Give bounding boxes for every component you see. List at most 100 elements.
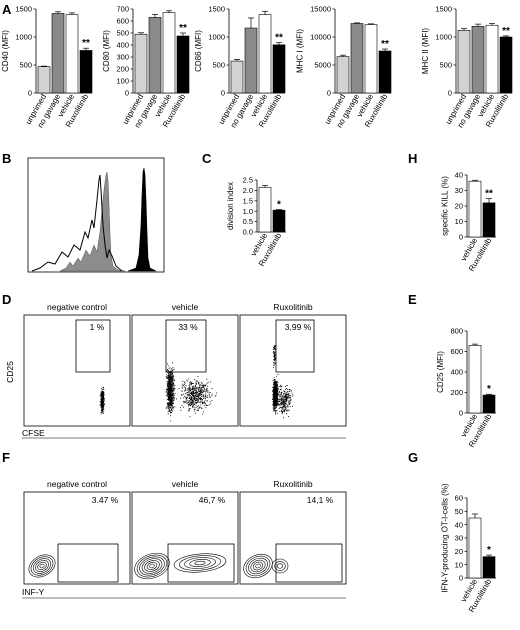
scatter-dot (208, 396, 210, 398)
bar-no-gavage (244, 27, 258, 94)
scatter-dot (186, 379, 188, 381)
scatter-dot (173, 387, 175, 389)
scatter-dot (280, 388, 282, 390)
scatter-dot (102, 387, 104, 389)
scatter-dot (287, 394, 289, 395)
scatter-dot (101, 401, 103, 403)
scatter-dot (280, 400, 282, 401)
scatter-dot (279, 404, 281, 405)
y-tick-label: 1000 (208, 33, 225, 42)
scatter-dot (190, 404, 191, 406)
scatter-dot (273, 367, 274, 369)
scatter-dot (169, 390, 171, 391)
scatter-dot (200, 401, 202, 403)
scatter-dot (189, 384, 191, 385)
scatter-dot (288, 396, 290, 398)
y-tick-label: 20 (455, 547, 463, 556)
scatter-dot (274, 400, 276, 402)
scatter-dot (285, 407, 287, 409)
scatter-dot (171, 383, 173, 384)
scatter-title-negative-control: negative control (47, 302, 107, 312)
scatter-dot (292, 405, 293, 407)
scatter-dot (276, 409, 278, 411)
scatter-dot (101, 388, 102, 389)
scatter-dot (170, 377, 171, 379)
scatter-dot (282, 403, 283, 405)
scatter-dot (204, 403, 206, 405)
scatter-dot (203, 386, 205, 388)
scatter-dot (169, 372, 171, 374)
scatter-dot (192, 389, 194, 391)
scatter-dot (171, 404, 173, 406)
scatter-dot (167, 393, 169, 395)
scatter-dot (204, 402, 206, 404)
scatter-dot (171, 368, 173, 370)
scatter-dot (275, 403, 277, 405)
scatter-dot (273, 364, 275, 366)
scatter-dot (202, 385, 204, 387)
scatter-dot (194, 407, 196, 409)
scatter-dot (277, 395, 278, 397)
scatter-dot (196, 400, 198, 401)
scatter-dot (191, 393, 193, 395)
contour-ring (184, 557, 216, 569)
scatter-dot (277, 388, 278, 390)
scatter-dot (272, 404, 274, 406)
scatter-dot (172, 393, 174, 395)
scatter-dot (193, 404, 195, 406)
scatter-dot (170, 370, 171, 372)
scatter-dot (167, 377, 169, 379)
scatter-dot (199, 387, 201, 389)
scatter-dot (285, 393, 287, 395)
scatter-dot (285, 395, 287, 397)
scatter-dot (207, 385, 209, 387)
scatter-dot (273, 405, 275, 407)
scatter-dot (171, 370, 173, 372)
scatter-dot (275, 397, 277, 398)
y-tick-label: 50 (455, 507, 463, 516)
scatter-dot (276, 391, 278, 393)
scatter-dot (170, 380, 172, 382)
scatter-dot (273, 400, 275, 402)
scatter-dot (200, 389, 202, 391)
scatter-dot (274, 393, 276, 394)
scatter-dot (277, 394, 278, 396)
scatter-dot (169, 400, 171, 402)
scatter-dot (100, 392, 102, 394)
scatter-dot (101, 410, 103, 412)
scatter-dot (102, 398, 103, 400)
y-tick-label: 500 (212, 61, 225, 70)
scatter-dot (286, 388, 287, 389)
scatter-dot (100, 404, 101, 406)
scatter-dot (286, 410, 288, 411)
scatter-dot (278, 401, 280, 403)
y-tick-label: 0 (448, 89, 452, 98)
scatter-dot (167, 399, 168, 400)
scatter-dot (191, 398, 193, 400)
y-tick-label: 0 (125, 89, 129, 98)
scatter-dot (171, 410, 173, 412)
scatter-dot (197, 389, 199, 391)
scatter-dot (202, 386, 204, 388)
scatter-dot (102, 409, 104, 411)
scatter-dot (185, 389, 187, 391)
scatter-dot (190, 398, 192, 400)
scatter-dot (198, 392, 200, 394)
scatter-dot (193, 386, 195, 388)
scatter-dot (285, 398, 286, 400)
scatter-dot (194, 408, 196, 410)
scatter-dot (172, 399, 174, 401)
scatter-dot (277, 393, 279, 395)
scatter-dot (188, 392, 190, 394)
scatter-dot (195, 394, 197, 396)
scatter-dot (203, 396, 205, 398)
scatter-dot (171, 389, 173, 391)
significance-marker: ** (485, 189, 493, 200)
scatter-dot (288, 404, 290, 405)
scatter-dot (102, 391, 104, 393)
scatter-dot (215, 395, 217, 397)
scatter-dot (286, 391, 288, 392)
scatter-dot (168, 382, 170, 383)
scatter-dot (169, 375, 170, 377)
scatter-dot (194, 388, 196, 390)
